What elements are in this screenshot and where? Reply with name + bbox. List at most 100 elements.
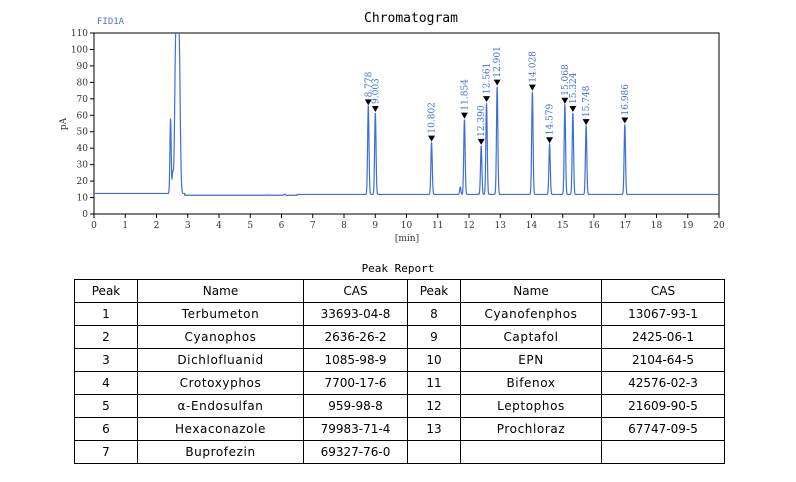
signal-label: FID1A [97, 17, 125, 27]
y-tick-label: 60 [77, 111, 89, 121]
table-header-row: Peak Name CAS Peak Name CAS [74, 279, 725, 303]
y-tick-label: 40 [77, 144, 89, 154]
peak-marker [621, 117, 629, 124]
name-cell: Hexaconazole [137, 417, 304, 441]
name-cell: Leptophos [460, 394, 602, 418]
name-cell: Crotoxyphos [137, 371, 304, 395]
peak-label: 11.854 [460, 79, 470, 111]
y-tick-label: 30 [77, 161, 89, 171]
peak-header: Peak [74, 279, 138, 303]
peak-cell: 9 [407, 325, 461, 349]
x-tick-label: 1 [122, 221, 128, 231]
table-row: 2 Cyanophos 2636-26-2 9 Captafol 2425-06… [74, 325, 725, 349]
peak-marker [569, 105, 577, 112]
peak-cell: 8 [407, 302, 461, 326]
plot-frame [93, 32, 720, 215]
peak-label: 8.778 [364, 71, 374, 97]
cas-header: CAS [601, 279, 725, 303]
cas-cell: 69327-76-0 [303, 440, 408, 464]
peak-marker [528, 84, 536, 91]
y-axis-label: pA [59, 117, 69, 130]
cas-cell [601, 440, 725, 464]
cas-header: CAS [303, 279, 408, 303]
peak-cell: 13 [407, 417, 461, 441]
peak-cell: 5 [74, 394, 138, 418]
y-tick-label: 0 [82, 210, 88, 220]
x-tick-label: 16 [588, 221, 600, 231]
cas-cell: 2425-06-1 [601, 325, 725, 349]
peak-marker [371, 105, 379, 112]
name-cell [460, 440, 602, 464]
y-tick-label: 80 [77, 78, 89, 88]
chromatogram-trace [94, 33, 719, 196]
x-tick-label: 12 [463, 221, 474, 231]
peak-cell: 10 [407, 348, 461, 372]
peak-label: 14.579 [546, 103, 556, 135]
cas-cell: 1085-98-9 [303, 348, 408, 372]
peak-label: 16.986 [621, 84, 631, 116]
cas-cell: 959-98-8 [303, 394, 408, 418]
peak-cell: 12 [407, 394, 461, 418]
name-cell: Bifenox [460, 371, 602, 395]
x-tick-label: 9 [372, 221, 378, 231]
cas-cell: 7700-17-6 [303, 371, 408, 395]
table-row: 3 Dichlofluanid 1085-98-9 10 EPN 2104-64… [74, 348, 725, 372]
peak-cell: 11 [407, 371, 461, 395]
x-tick-label: 13 [495, 221, 507, 231]
cas-cell: 13067-93-1 [601, 302, 725, 326]
x-tick-label: 7 [310, 221, 316, 231]
peak-marker [428, 135, 436, 142]
cas-cell: 79983-71-4 [303, 417, 408, 441]
peak-marker [546, 137, 554, 144]
y-tick-label: 100 [71, 45, 88, 55]
peak-label: 12.901 [493, 46, 503, 78]
x-tick-label: 18 [651, 221, 663, 231]
cas-cell: 2104-64-5 [601, 348, 725, 372]
x-tick-label: 6 [279, 221, 285, 231]
y-tick-label: 10 [77, 194, 89, 204]
x-tick-label: 5 [247, 221, 253, 231]
name-cell: Cyanophos [137, 325, 304, 349]
peak-marker [493, 79, 501, 86]
table-row: 6 Hexaconazole 79983-71-4 13 Prochloraz … [74, 417, 725, 441]
x-tick-label: 10 [401, 221, 413, 231]
peak-header: Peak [407, 279, 461, 303]
peak-label: 10.802 [428, 102, 438, 134]
table-row: 5 α-Endosulfan 959-98-8 12 Leptophos 216… [74, 394, 725, 418]
peak-marker [483, 96, 491, 103]
name-cell: Terbumeton [137, 302, 304, 326]
peak-marker [477, 138, 485, 145]
y-tick-label: 110 [71, 29, 88, 39]
x-axis-label: [min] [395, 234, 419, 244]
x-tick-label: 19 [682, 221, 694, 231]
chromatogram-chart: Chromatogram FID1A pA [min] 0 1 2 3 4 5 6 7 8 9 10… [59, 11, 725, 244]
name-cell: Cyanofenphos [460, 302, 602, 326]
peak-label: 12.390 [477, 105, 487, 137]
cas-cell: 67747-09-5 [601, 417, 725, 441]
name-cell: α-Endosulfan [137, 394, 304, 418]
peak-report-table: Peak Name CAS Peak Name CAS 1 Terbumeton… [74, 279, 725, 464]
x-tick-label: 0 [91, 221, 97, 231]
peak-marker [582, 119, 590, 126]
peak-cell: 3 [74, 348, 138, 372]
peak-cell: 2 [74, 325, 138, 349]
peak-marker [364, 99, 372, 106]
cas-cell: 2636-26-2 [303, 325, 408, 349]
table-row: 7 Buprofezin 69327-76-0 [74, 440, 725, 464]
x-tick-label: 4 [216, 221, 222, 231]
y-tick-label: 70 [77, 95, 89, 105]
peak-label: 12.561 [483, 63, 493, 95]
name-header: Name [460, 279, 602, 303]
x-tick-label: 15 [557, 221, 569, 231]
name-cell: EPN [460, 348, 602, 372]
x-tick-label: 14 [526, 221, 538, 231]
x-tick-label: 11 [432, 221, 443, 231]
peak-label: 15.324 [569, 72, 579, 104]
peak-cell: 6 [74, 417, 138, 441]
name-cell: Buprofezin [137, 440, 304, 464]
x-tick-label: 20 [713, 221, 725, 231]
cas-cell: 21609-90-5 [601, 394, 725, 418]
cas-cell: 33693-04-8 [303, 302, 408, 326]
x-tick-label: 2 [154, 221, 160, 231]
name-cell: Prochloraz [460, 417, 602, 441]
